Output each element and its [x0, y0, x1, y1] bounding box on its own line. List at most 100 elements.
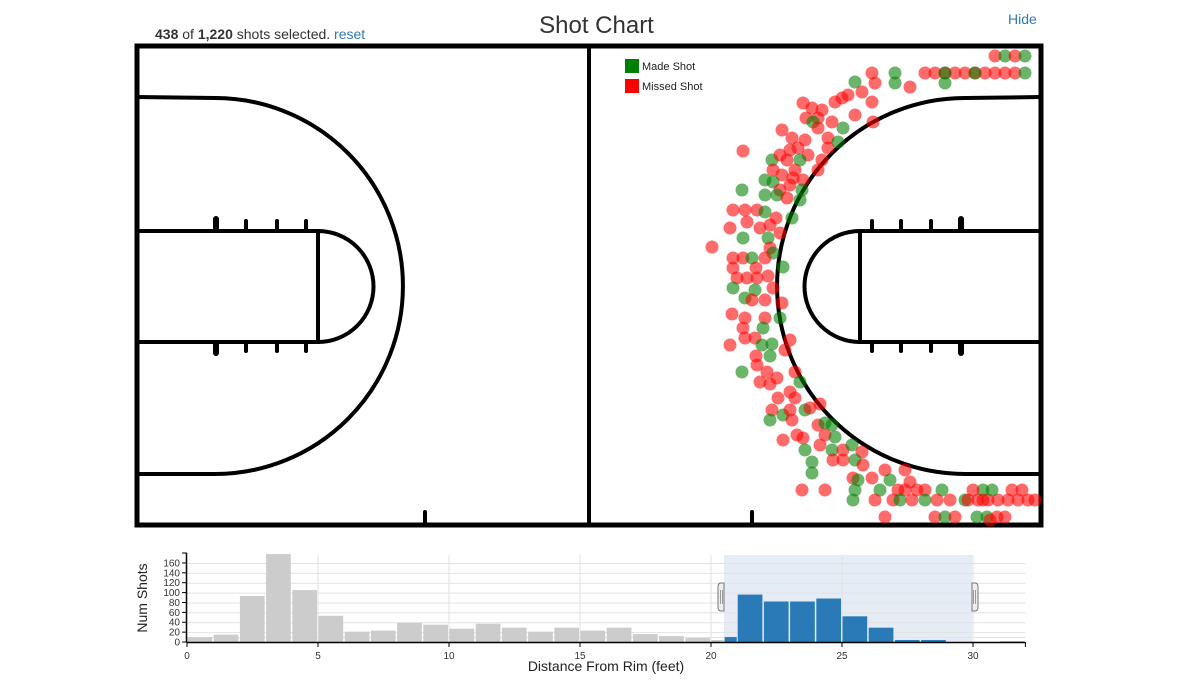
made-shot-marker — [805, 455, 819, 469]
selected-count: 438 — [155, 26, 179, 42]
missed-shot-marker — [818, 483, 832, 497]
basketball-court — [134, 43, 1044, 528]
missed-shot-marker — [783, 143, 797, 157]
missed-shot-marker — [856, 458, 870, 472]
missed-shot-marker — [976, 493, 990, 507]
missed-shot-marker — [1008, 66, 1022, 80]
made-shot-marker — [918, 493, 932, 507]
made-shot-marker — [976, 483, 990, 497]
made-shot-marker — [745, 251, 759, 265]
made-shot-swatch — [625, 59, 639, 73]
histogram-bar-selected — [737, 594, 763, 642]
missed-shot-marker — [826, 453, 840, 467]
histogram-bar — [423, 624, 448, 642]
missed-shot-marker — [1015, 483, 1029, 497]
missed-shot-marker — [749, 261, 763, 275]
made-shot-marker — [735, 365, 749, 379]
missed-shot-marker — [865, 95, 879, 109]
made-shot-marker — [793, 193, 807, 207]
y-tick-label: 160 — [163, 558, 180, 569]
y-tick-label: 20 — [169, 628, 181, 639]
made-shot-marker — [793, 153, 807, 167]
missed-shot-marker — [750, 271, 764, 285]
histogram-bar-selected — [921, 640, 946, 642]
missed-shot-marker — [795, 483, 809, 497]
hide-link[interactable]: Hide — [1008, 11, 1037, 27]
y-tick-label: 80 — [169, 598, 181, 609]
y-tick-label: 100 — [163, 588, 180, 599]
missed-shot-marker — [818, 428, 832, 442]
made-shot-marker — [726, 281, 740, 295]
missed-shot-marker — [736, 321, 750, 335]
made-shot-marker — [763, 413, 777, 427]
histogram-bar — [606, 627, 632, 642]
made-shot-marker — [758, 188, 772, 202]
made-shot-marker — [758, 205, 772, 219]
missed-shot-marker — [750, 358, 764, 372]
missed-shot-marker — [705, 240, 719, 254]
made-shot-marker — [938, 76, 952, 90]
y-tick-label: 120 — [163, 578, 180, 589]
missed-shot-marker — [740, 215, 754, 229]
missed-shot-marker — [813, 438, 827, 452]
made-shot-marker — [851, 473, 865, 487]
missed-shot-marker — [730, 271, 744, 285]
histogram-bar-selected — [790, 601, 815, 642]
missed-shot-marker — [758, 251, 772, 265]
made-shot-marker — [873, 483, 887, 497]
missed-shot-marker — [1008, 49, 1022, 63]
reset-link[interactable]: reset — [334, 26, 366, 42]
made-shot-marker — [736, 231, 750, 245]
missed-shot-marker — [788, 365, 802, 379]
missed-shot-marker — [943, 493, 957, 507]
made-shot-marker — [795, 183, 809, 197]
histogram-bar — [632, 634, 658, 642]
missed-shot-marker — [903, 80, 917, 94]
histogram-bar-selected — [763, 601, 789, 642]
histogram-bar — [344, 631, 370, 642]
brush-handle-left[interactable] — [717, 582, 725, 612]
x-tick-label: 25 — [836, 651, 848, 662]
missed-shot-marker — [978, 66, 992, 80]
missed-shot-marker — [788, 391, 802, 405]
made-shot-marker — [938, 510, 952, 524]
missed-shot-marker — [763, 218, 777, 232]
left-half-court — [136, 95, 427, 525]
right-paint — [858, 229, 1041, 344]
missed-shot-marker — [766, 281, 780, 295]
left-paint — [137, 229, 320, 344]
histogram-bar — [213, 634, 239, 642]
missed-shot-marker — [918, 483, 932, 497]
missed-shot-marker — [988, 66, 1002, 80]
missed-shot-marker — [848, 108, 862, 122]
histogram-bar — [239, 596, 265, 642]
y-tick-label: 60 — [169, 608, 181, 619]
y-tick-label: 0 — [174, 638, 180, 649]
made-shot-marker — [893, 493, 907, 507]
missed-shot-marker — [738, 331, 752, 345]
brush-handle-right[interactable] — [971, 582, 979, 612]
made-shot-marker — [848, 483, 862, 497]
selection-summary: 438 of 1,220 shots selected. reset — [155, 26, 365, 42]
histogram-bar — [397, 622, 422, 642]
missed-shot-marker — [778, 343, 792, 357]
histogram-bar — [449, 628, 475, 642]
missed-shot-marker — [765, 403, 779, 417]
y-tick-label: 40 — [169, 618, 181, 629]
missed-shot-marker — [998, 66, 1012, 80]
made-shot-marker — [825, 443, 839, 457]
histogram-bar — [318, 615, 344, 642]
missed-shot-marker — [828, 95, 842, 109]
histogram-bar — [475, 623, 501, 642]
right-three-point-line — [775, 95, 1042, 476]
made-shot-marker — [935, 483, 949, 497]
missed-shot-marker — [723, 221, 737, 235]
legend: Made Shot Missed Shot — [625, 59, 703, 93]
made-shot-marker — [755, 338, 769, 352]
made-shot-marker — [798, 443, 812, 457]
total-count: 1,220 — [197, 26, 233, 42]
missed-shot-marker — [930, 493, 944, 507]
made-shot-marker — [765, 337, 779, 351]
missed-shot-marker — [783, 333, 797, 347]
